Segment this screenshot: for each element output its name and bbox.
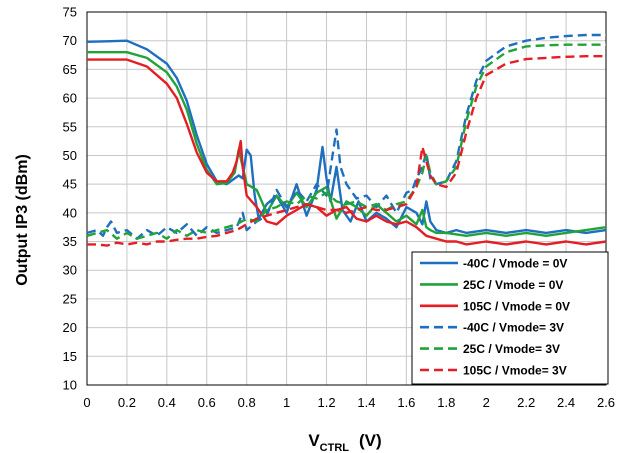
x-tick-label: 0.6 xyxy=(198,395,216,410)
y-tick-label: 65 xyxy=(63,62,77,77)
legend-label-3: 105C / Vmode = 0V xyxy=(463,299,570,313)
y-tick-label: 45 xyxy=(63,177,77,192)
y-tick-label: 55 xyxy=(63,119,77,134)
x-tick-label: 1.4 xyxy=(357,395,375,410)
x-tick-label: 1.8 xyxy=(437,395,455,410)
y-tick-label: 25 xyxy=(63,291,77,306)
legend-label-4: -40C / Vmode= 3V xyxy=(463,321,564,335)
y-tick-label: 30 xyxy=(63,263,77,278)
x-tick-label: 0 xyxy=(83,395,90,410)
x-axis-ticks: 0 0.2 0.4 0.6 0.8 1 1.2 1.4 1.6 1.8 2 2.2 2.4 2.6 xyxy=(83,395,615,410)
y-tick-label: 60 xyxy=(63,91,77,106)
x-axis-title-sub: CTRL xyxy=(320,442,350,453)
y-tick-label: 35 xyxy=(63,234,77,249)
legend-box xyxy=(411,251,609,385)
legend-label-6: 105C / Vmode= 3V xyxy=(463,364,567,378)
legend-label-5: 25C / Vmode= 3V xyxy=(463,342,560,356)
x-axis-title: VCTRL (V) xyxy=(308,431,381,453)
y-tick-label: 40 xyxy=(63,205,77,220)
x-tick-label: 0.2 xyxy=(118,395,136,410)
x-tick-label: 0.4 xyxy=(158,395,176,410)
series-layer xyxy=(86,33,607,247)
y-tick-label: 50 xyxy=(63,148,77,163)
x-tick-label: 0.8 xyxy=(238,395,256,410)
x-tick-label: 1.6 xyxy=(397,395,415,410)
x-tick-label: 2.2 xyxy=(517,395,535,410)
y-axis-title: Output IP3 (dBm) xyxy=(14,154,31,286)
plot-area xyxy=(86,11,607,386)
y-tick-label: 70 xyxy=(63,33,77,48)
x-tick-label: 1 xyxy=(283,395,290,410)
legend-label-2: 25C / Vmode = 0V xyxy=(463,278,563,292)
series-line-3 xyxy=(87,58,607,246)
x-tick-label: 2.4 xyxy=(557,395,575,410)
legend-label-1: -40C / Vmode = 0V xyxy=(463,257,567,271)
x-tick-label: 2 xyxy=(483,395,490,410)
y-tick-label: 15 xyxy=(63,349,77,364)
x-tick-label: 1.2 xyxy=(317,395,335,410)
x-tick-label: 2.6 xyxy=(597,395,615,410)
legend: -40C / Vmode = 0V 25C / Vmode = 0V 105C / … xyxy=(411,251,609,385)
y-tick-label: 20 xyxy=(63,320,77,335)
x-axis-title-unit: (V) xyxy=(359,431,382,450)
series-line-2 xyxy=(87,51,607,238)
y-tick-label: 10 xyxy=(63,378,77,393)
series-line-1 xyxy=(86,39,607,235)
x-axis-title-main: V xyxy=(308,431,320,450)
series-line-4 xyxy=(86,33,606,240)
y-tick-label: 75 xyxy=(63,5,77,20)
y-axis-ticks: 10 15 20 25 30 35 40 45 50 55 60 65 70 75 xyxy=(63,5,77,393)
series-line-5 xyxy=(86,43,606,240)
